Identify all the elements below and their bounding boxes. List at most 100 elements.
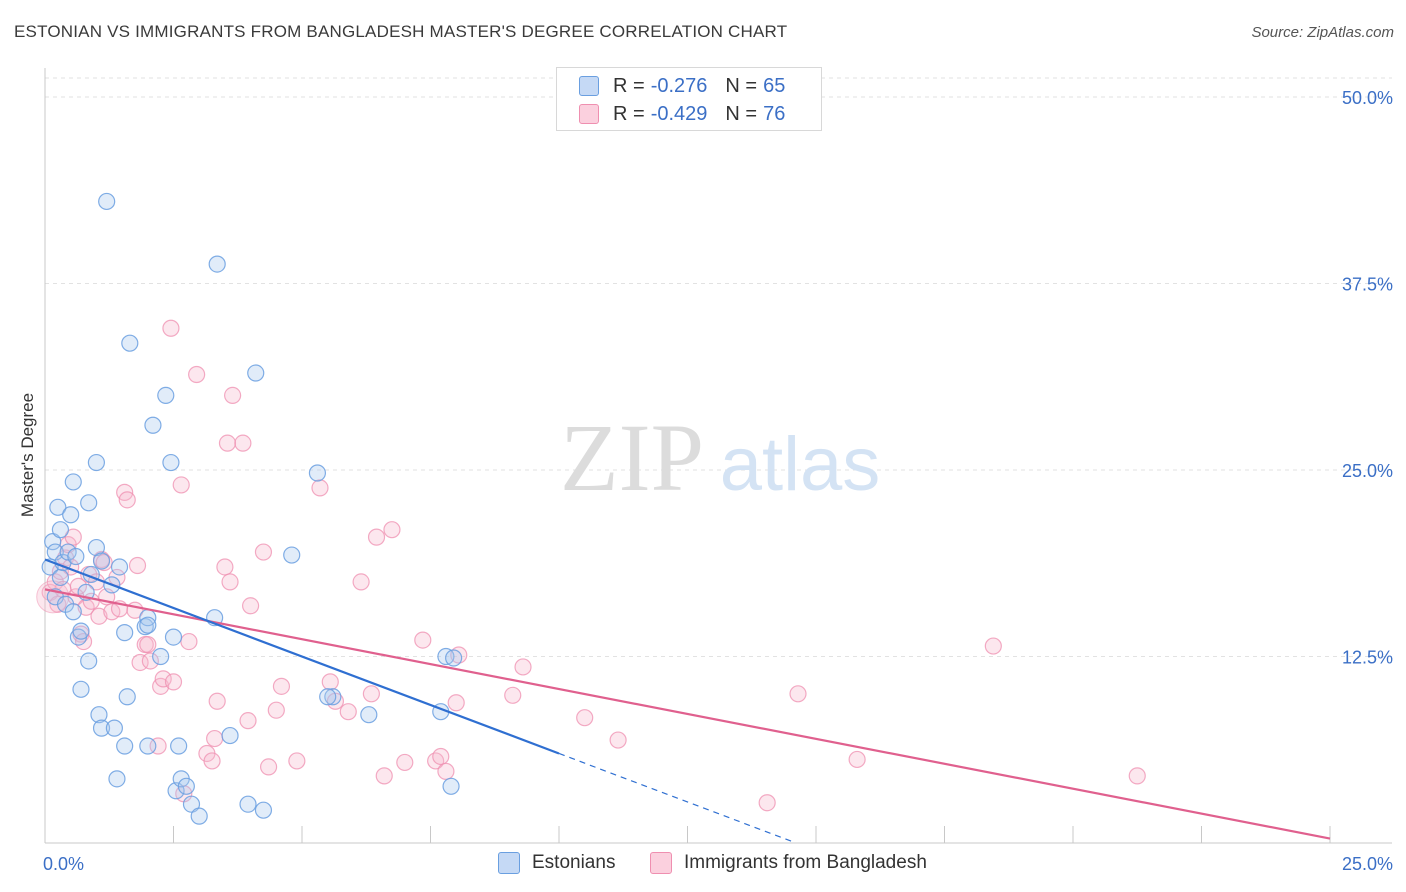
- chart-title: ESTONIAN VS IMMIGRANTS FROM BANGLADESH M…: [14, 22, 788, 41]
- series-legend: Estonians Immigrants from Bangladesh: [0, 852, 1406, 878]
- bangladesh-point: [352, 573, 370, 591]
- bangladesh-point: [321, 673, 339, 691]
- estonian-trend-line: [44, 558, 560, 755]
- estonian-points: [41, 192, 463, 825]
- bangladesh-point: [383, 521, 401, 539]
- series-label-estonians: Estonians: [532, 852, 616, 873]
- bangladesh-point: [339, 703, 357, 721]
- watermark-atlas: atlas: [720, 422, 881, 507]
- estonian-point: [144, 416, 162, 434]
- estonian-point: [64, 473, 82, 491]
- estonian-point: [72, 622, 90, 640]
- bangladesh-point: [64, 528, 82, 546]
- estonian-point: [118, 688, 136, 706]
- bangladesh-point: [362, 685, 380, 703]
- bangladesh-point: [162, 319, 180, 337]
- estonian-point: [51, 521, 70, 539]
- estonian-point: [121, 334, 139, 352]
- y-tick-label: 12.5%: [1342, 648, 1393, 668]
- legend-n-value: 65: [763, 74, 786, 97]
- estonian-point: [108, 770, 126, 788]
- estonian-point: [139, 737, 157, 755]
- legend-r-label: R =: [613, 74, 645, 97]
- estonian-point: [87, 453, 106, 472]
- y-tick-label: 50.0%: [1342, 88, 1393, 108]
- legend-swatch-estonians: [579, 76, 599, 96]
- estonian-point: [283, 546, 301, 564]
- estonian-point: [208, 255, 226, 273]
- legend-r-value: -0.276: [650, 74, 708, 97]
- bangladesh-point: [414, 631, 432, 649]
- correlation-legend: R = -0.276 N = 65 R = -0.429 N = 76: [556, 67, 822, 131]
- y-tick-label: 25.0%: [1342, 461, 1393, 481]
- bangladesh-point: [206, 729, 224, 748]
- bangladesh-point: [514, 658, 532, 676]
- estonian-trend-extension: [558, 752, 796, 844]
- bangladesh-point: [154, 670, 172, 688]
- estonian-point: [64, 603, 82, 621]
- estonian-point: [445, 649, 463, 667]
- source-label: Source: ZipAtlas.com: [1251, 24, 1394, 41]
- estonian-point: [139, 616, 157, 634]
- estonian-point: [49, 498, 67, 516]
- bangladesh-point: [218, 434, 237, 452]
- estonian-point: [110, 558, 129, 576]
- legend-r-value: -0.429: [650, 102, 708, 125]
- series-label-bangladesh: Immigrants from Bangladesh: [684, 852, 927, 873]
- legend-row-bangladesh: R = -0.429 N = 76: [579, 101, 785, 127]
- bangladesh-point: [164, 673, 183, 691]
- x-tick-label: 25.0%: [1342, 854, 1393, 874]
- y-tick-label: 37.5%: [1342, 275, 1393, 295]
- estonian-point: [72, 680, 90, 698]
- estonian-point: [162, 453, 180, 472]
- bangladesh-point: [141, 652, 159, 670]
- bangladesh-point: [239, 712, 257, 730]
- estonian-point: [98, 192, 116, 211]
- series-swatch-bangladesh: [650, 852, 672, 874]
- bangladesh-point: [188, 365, 206, 384]
- bangladesh-point: [234, 434, 252, 452]
- estonian-point: [221, 726, 239, 745]
- bangladesh-point: [118, 491, 136, 509]
- legend-n-value: 76: [763, 102, 786, 125]
- estonian-point: [247, 364, 265, 382]
- bangladesh-point: [375, 767, 393, 785]
- bangladesh-point: [221, 573, 239, 591]
- estonian-point: [170, 737, 188, 755]
- bangladesh-point: [609, 731, 627, 749]
- estonian-point: [80, 652, 98, 670]
- series-legend-bangladesh[interactable]: Immigrants from Bangladesh: [650, 852, 927, 874]
- grid-lines: [45, 77, 1392, 657]
- estonian-point: [157, 386, 175, 404]
- bangladesh-point: [272, 677, 291, 695]
- watermark-zip: ZIP: [560, 404, 704, 511]
- y-axis-label: Master's Degree: [18, 392, 37, 518]
- estonian-point: [92, 719, 111, 737]
- bangladesh-point: [758, 794, 776, 812]
- estonian-point: [92, 552, 111, 570]
- estonian-point: [164, 628, 183, 646]
- bangladesh-point: [172, 476, 190, 494]
- estonian-point: [116, 624, 134, 642]
- legend-n-label: N =: [725, 102, 758, 125]
- series-legend-estonians[interactable]: Estonians: [498, 852, 615, 874]
- bangladesh-point: [848, 750, 866, 769]
- bangladesh-point: [203, 752, 221, 770]
- estonian-point: [44, 533, 62, 551]
- trend-lines: [44, 558, 1331, 844]
- bangladesh-point: [128, 556, 147, 575]
- axes: [44, 68, 1392, 844]
- bangladesh-point: [396, 753, 414, 772]
- estonian-point: [239, 795, 257, 813]
- tick-labels: 12.5% 25.0% 37.5% 50.0% 0.0% 25.0%: [43, 88, 1393, 874]
- legend-r-label: R =: [613, 102, 645, 125]
- bangladesh-point: [437, 762, 455, 780]
- estonian-point: [90, 706, 108, 724]
- estonian-point: [319, 688, 337, 706]
- estonian-point: [360, 706, 378, 724]
- bangladesh-point: [259, 758, 278, 776]
- legend-row-estonians: R = -0.276 N = 65: [579, 73, 785, 99]
- bangladesh-point: [984, 637, 1002, 655]
- bangladesh-point: [90, 607, 108, 625]
